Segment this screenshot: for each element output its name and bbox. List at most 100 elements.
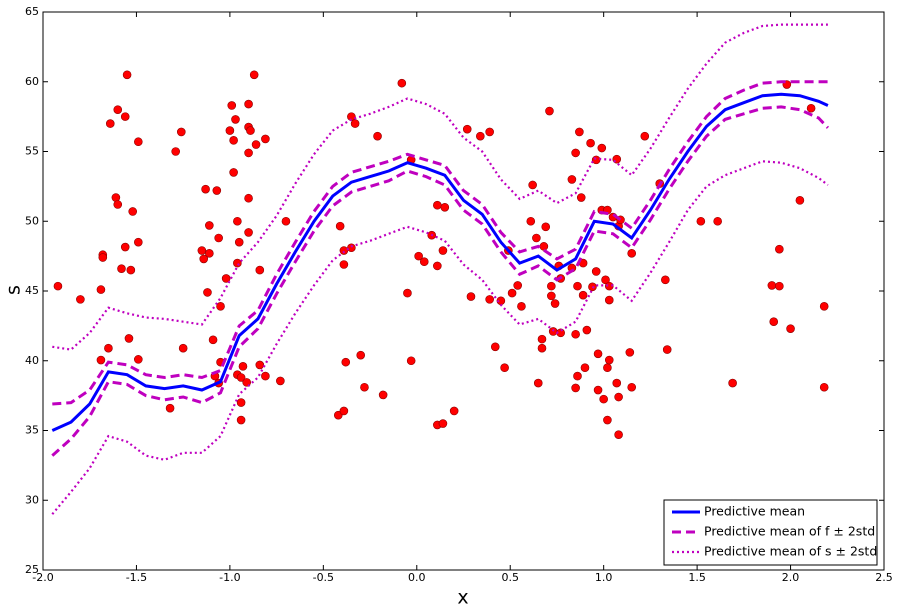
data-point bbox=[128, 207, 138, 216]
data-point bbox=[533, 378, 543, 388]
data-point bbox=[261, 371, 270, 381]
data-point bbox=[236, 398, 246, 407]
data-point bbox=[229, 136, 238, 145]
data-point bbox=[244, 148, 253, 158]
data-point bbox=[216, 302, 225, 311]
data-point bbox=[728, 378, 737, 388]
data-point bbox=[178, 343, 188, 353]
y-tick-label: 35 bbox=[25, 424, 39, 437]
data-point bbox=[550, 299, 560, 308]
data-point bbox=[604, 295, 614, 305]
data-point bbox=[573, 371, 582, 381]
data-point bbox=[281, 216, 291, 226]
data-point bbox=[227, 101, 237, 110]
series-line bbox=[52, 80, 828, 406]
x-tick-label: -0.5 bbox=[313, 571, 334, 584]
data-point bbox=[440, 203, 450, 212]
x-tick-label: -1.5 bbox=[126, 571, 147, 584]
data-point bbox=[662, 345, 672, 354]
data-point bbox=[165, 403, 175, 413]
data-point bbox=[582, 325, 592, 335]
data-point bbox=[532, 233, 541, 243]
data-point bbox=[113, 200, 123, 209]
data-point bbox=[539, 242, 549, 251]
plot-frame bbox=[42, 11, 885, 571]
y-tick-label: 50 bbox=[25, 214, 39, 227]
data-point bbox=[537, 343, 547, 353]
x-tick-label: 2.0 bbox=[782, 571, 800, 584]
data-point bbox=[171, 147, 180, 156]
y-tick-label: 40 bbox=[25, 354, 39, 367]
data-point bbox=[113, 105, 123, 114]
data-point bbox=[236, 415, 246, 425]
data-point bbox=[593, 385, 603, 395]
data-point bbox=[197, 246, 207, 255]
data-point bbox=[98, 253, 108, 262]
data-point bbox=[775, 244, 784, 254]
series-line bbox=[51, 160, 829, 515]
y-tick-label: 60 bbox=[25, 75, 39, 88]
data-point bbox=[438, 246, 448, 255]
legend: Predictive mean Predictive mean of f ± 2s… bbox=[663, 499, 878, 566]
data-point bbox=[214, 233, 223, 243]
data-point bbox=[350, 119, 360, 128]
x-tick-label: 0.5 bbox=[501, 571, 519, 584]
data-point bbox=[356, 350, 366, 360]
x-tick-label: 2.5 bbox=[875, 571, 893, 584]
data-point bbox=[599, 394, 608, 404]
data-point bbox=[573, 281, 582, 291]
data-point bbox=[775, 281, 784, 291]
data-point bbox=[625, 348, 635, 357]
data-point bbox=[576, 193, 586, 202]
data-point bbox=[513, 281, 522, 290]
data-point bbox=[713, 216, 722, 226]
legend-label: Predictive mean bbox=[704, 504, 805, 519]
data-point bbox=[96, 285, 106, 294]
data-point bbox=[244, 193, 253, 203]
data-point bbox=[134, 355, 143, 364]
data-point bbox=[212, 186, 222, 195]
data-point bbox=[208, 335, 218, 345]
x-axis-label: x bbox=[457, 587, 468, 609]
data-point bbox=[244, 228, 253, 237]
data-point bbox=[571, 383, 580, 393]
data-point bbox=[233, 216, 242, 226]
data-point bbox=[485, 295, 494, 304]
data-point bbox=[205, 249, 214, 258]
data-point bbox=[507, 288, 517, 298]
data-point bbox=[255, 360, 265, 370]
data-point bbox=[517, 302, 526, 311]
data-point bbox=[134, 237, 143, 247]
data-point bbox=[786, 324, 795, 333]
data-point bbox=[120, 242, 130, 252]
data-point bbox=[261, 134, 270, 144]
data-point bbox=[604, 355, 614, 365]
data-point bbox=[360, 382, 369, 392]
data-point bbox=[795, 196, 805, 205]
data-point bbox=[819, 382, 829, 392]
data-point bbox=[234, 237, 244, 247]
data-point bbox=[205, 221, 214, 230]
data-point bbox=[612, 378, 622, 388]
x-tick-label: 1.5 bbox=[688, 571, 706, 584]
data-point bbox=[614, 392, 623, 402]
data-point bbox=[597, 143, 607, 153]
series-line bbox=[51, 105, 829, 457]
data-point bbox=[233, 258, 242, 268]
data-point bbox=[176, 127, 186, 137]
data-point bbox=[547, 281, 556, 291]
data-point bbox=[276, 376, 285, 386]
data-point bbox=[580, 363, 590, 373]
data-point bbox=[53, 281, 63, 291]
data-point bbox=[627, 382, 637, 392]
data-point bbox=[341, 357, 351, 367]
data-point bbox=[347, 243, 356, 253]
data-point bbox=[500, 363, 509, 373]
data-point bbox=[433, 200, 442, 210]
y-tick-label: 45 bbox=[25, 284, 39, 297]
series-line bbox=[51, 92, 829, 432]
y-tick-label: 65 bbox=[25, 5, 39, 18]
data-point bbox=[604, 281, 614, 291]
data-point bbox=[122, 70, 132, 80]
